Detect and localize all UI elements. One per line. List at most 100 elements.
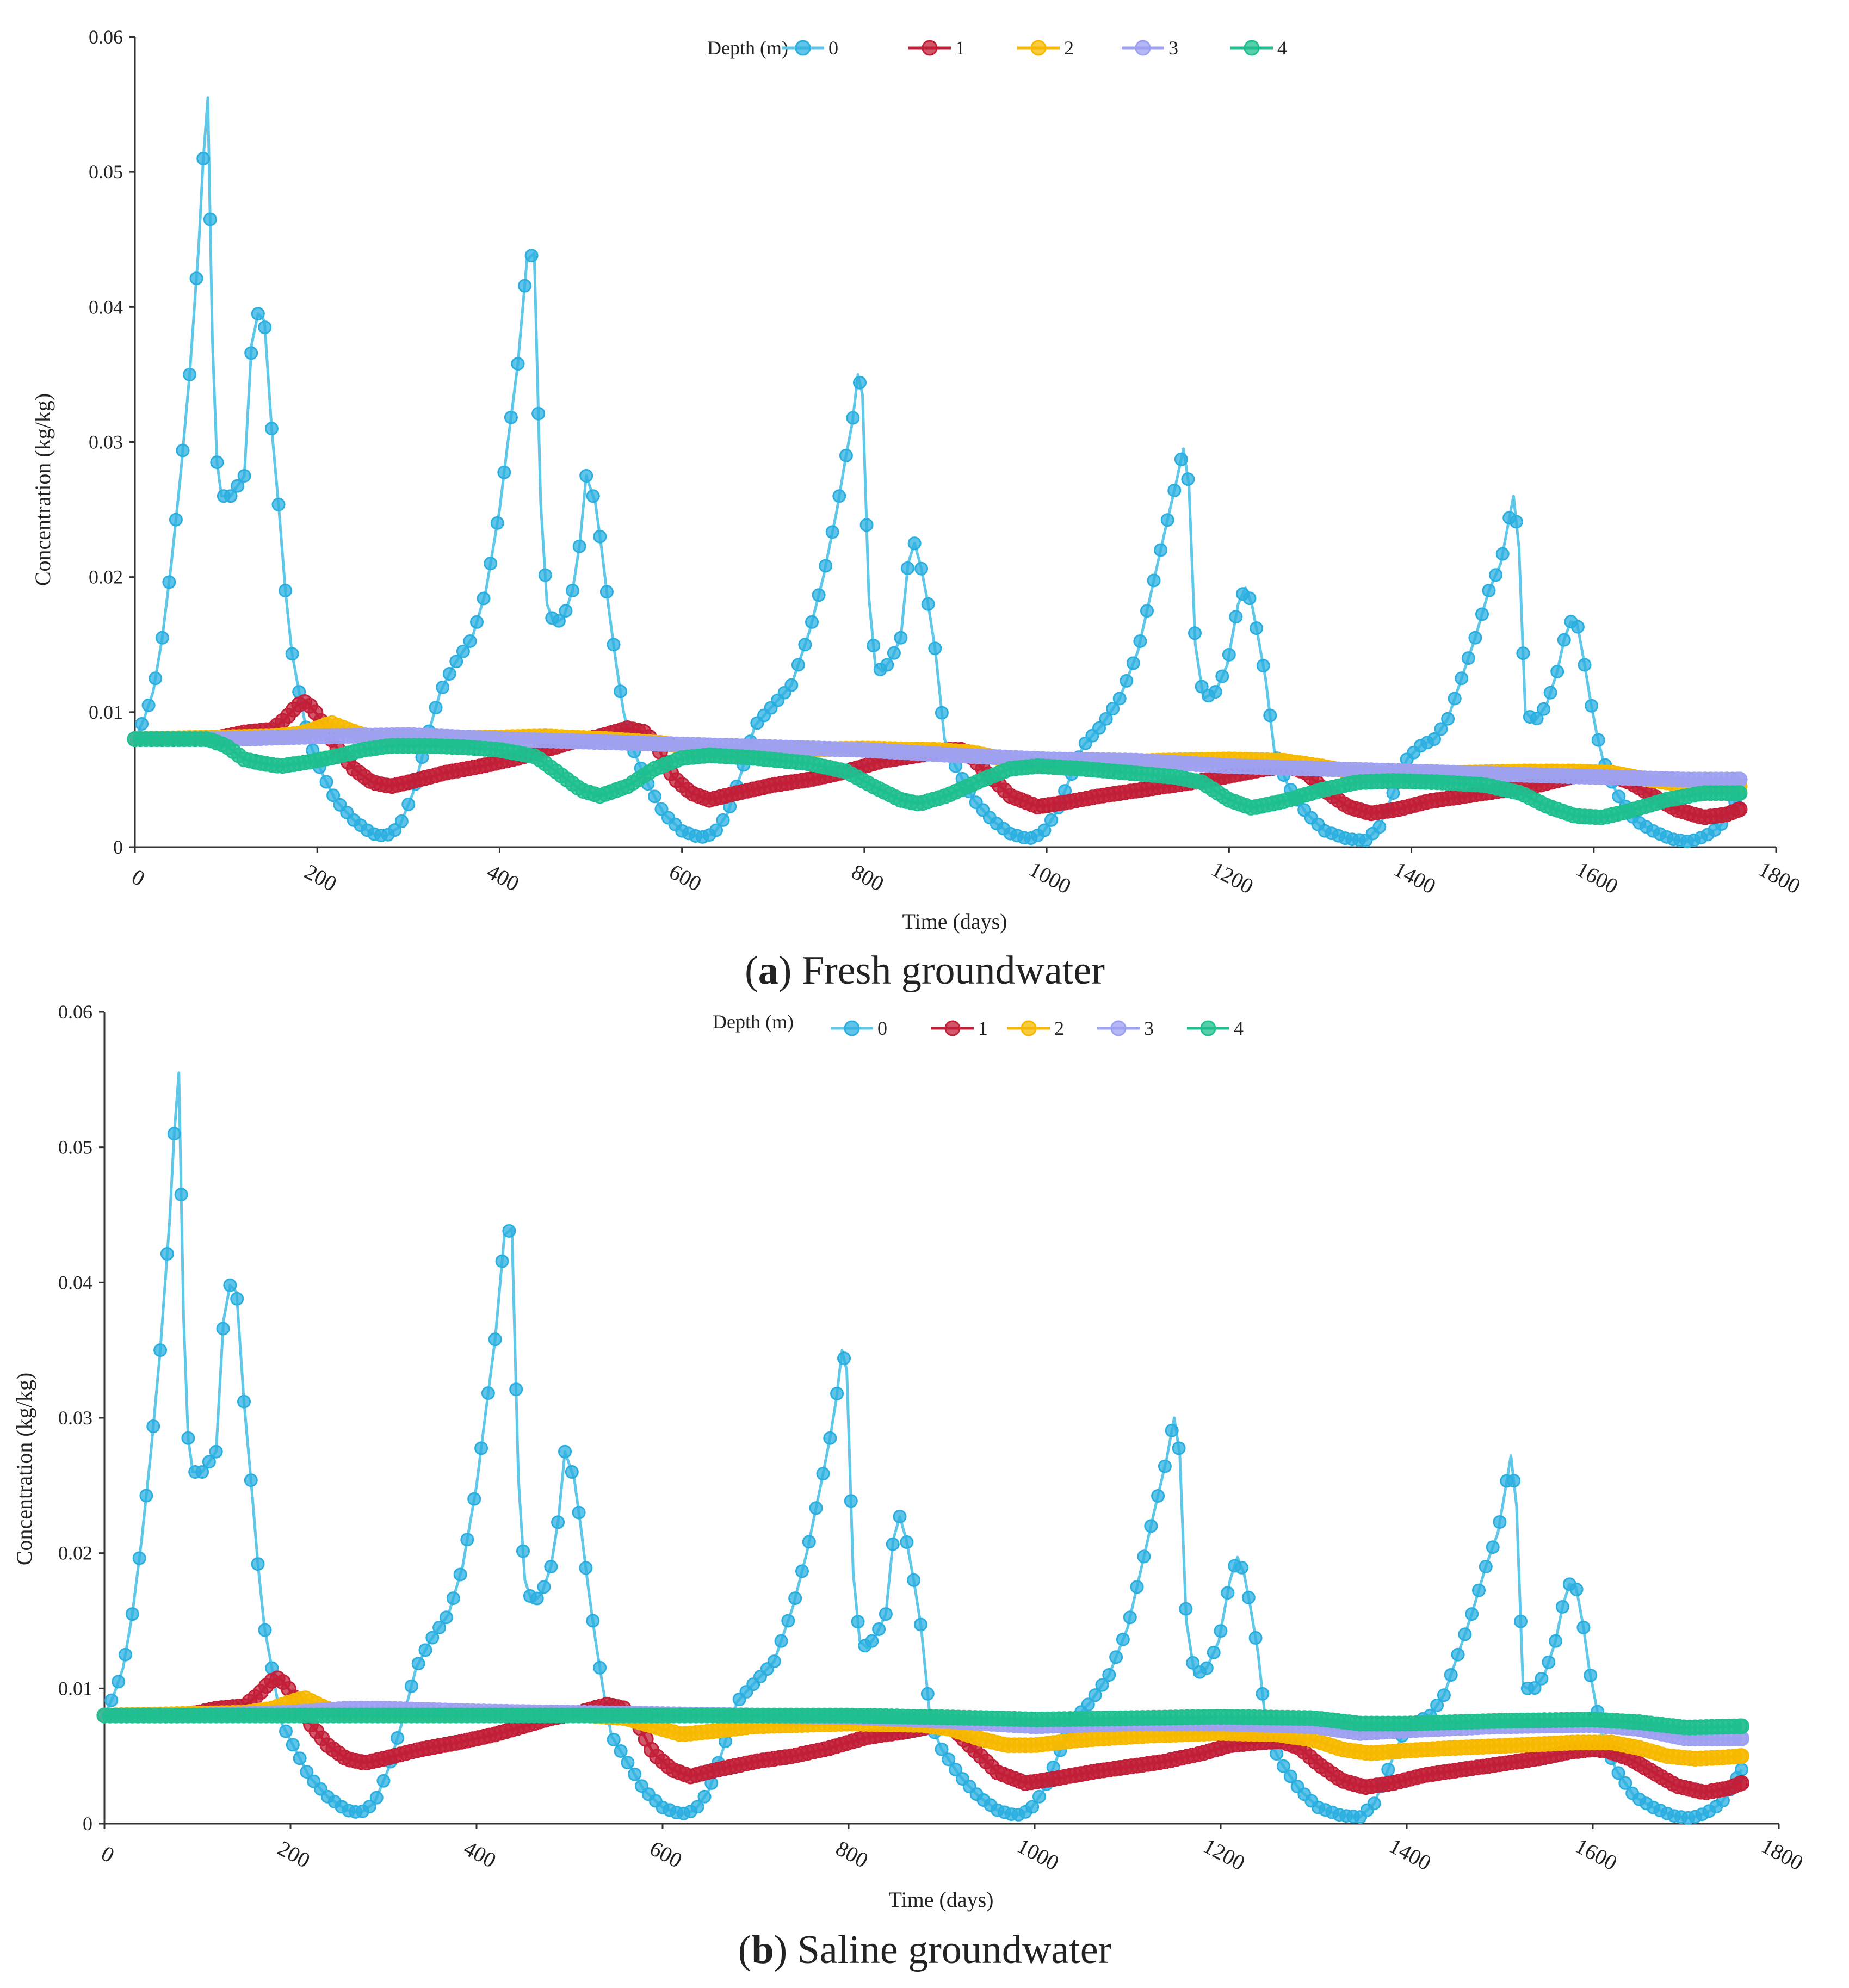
- legend-item-depth-4: 4: [1187, 1017, 1244, 1039]
- data-point: [1372, 820, 1387, 834]
- data-point: [293, 1751, 307, 1765]
- data-point: [935, 706, 949, 720]
- data-point: [160, 1247, 174, 1261]
- y-tick-label: 0.05: [58, 1137, 92, 1158]
- data-point: [509, 1382, 523, 1397]
- data-point: [1381, 1763, 1395, 1776]
- data-point: [456, 644, 470, 658]
- y-tick-label: 0.02: [58, 1542, 92, 1564]
- data-point: [894, 631, 908, 645]
- data-point: [460, 1533, 474, 1547]
- data-point: [153, 1343, 168, 1357]
- data-point: [1250, 621, 1264, 635]
- data-point: [279, 1724, 293, 1738]
- data-point: [167, 1127, 181, 1141]
- caption-text: Saline groundwater: [797, 1928, 1111, 1972]
- data-point: [1514, 1614, 1528, 1628]
- y-tick-label: 0.06: [89, 26, 123, 48]
- data-point: [1448, 692, 1462, 706]
- data-point: [586, 1614, 600, 1628]
- data-point: [839, 448, 853, 462]
- data-point: [286, 1738, 300, 1752]
- data-point: [518, 279, 531, 293]
- data-point: [837, 1351, 851, 1366]
- legend-item-depth-1: 1: [931, 1017, 988, 1039]
- data-point: [907, 1573, 921, 1587]
- y-tick-label: 0: [113, 836, 123, 858]
- data-point: [1174, 452, 1188, 466]
- data-point: [1528, 1681, 1542, 1695]
- x-tick-label: 400: [483, 859, 523, 896]
- data-point: [1158, 1459, 1172, 1473]
- data-point: [697, 1789, 712, 1804]
- data-point: [1734, 1718, 1750, 1734]
- data-point: [1495, 547, 1510, 561]
- data-point: [887, 646, 901, 660]
- plot-area: 00.010.020.030.040.050.060 200 400 600 800 10…: [89, 26, 1804, 899]
- data-point: [1611, 1766, 1625, 1780]
- data-point: [362, 1800, 376, 1813]
- data-point: [279, 584, 293, 597]
- data-point: [1188, 626, 1202, 640]
- data-point: [251, 307, 265, 321]
- data-point: [1543, 686, 1557, 700]
- data-point: [490, 516, 504, 530]
- legend-marker: [1110, 1020, 1127, 1036]
- legend-marker: [944, 1020, 961, 1036]
- y-axis-title: Concentration (kg/kg): [12, 1373, 36, 1565]
- data-point: [1735, 1763, 1749, 1776]
- data-point: [1140, 604, 1154, 618]
- data-point: [135, 717, 149, 731]
- legend-label: 1: [978, 1017, 988, 1039]
- data-point: [1123, 1610, 1137, 1625]
- data-point: [1270, 1747, 1284, 1761]
- legend-item-depth-4: 4: [1230, 37, 1287, 59]
- data-point: [404, 1679, 418, 1693]
- figure-caption-b: (b) Saline groundwater: [738, 1928, 1111, 1972]
- data-point: [1109, 1650, 1123, 1664]
- data-point: [169, 513, 183, 527]
- data-point: [1151, 1489, 1165, 1503]
- data-point: [1025, 1800, 1040, 1814]
- x-tick-label: 1000: [1013, 1833, 1063, 1875]
- data-point: [1507, 1474, 1521, 1488]
- data-point: [511, 357, 525, 371]
- data-point: [1179, 1602, 1193, 1616]
- legend-label: 4: [1234, 1017, 1244, 1039]
- y-tick-label: 0.03: [89, 431, 123, 453]
- x-tick-label: 1600: [1572, 856, 1622, 898]
- data-point: [1451, 1647, 1465, 1662]
- data-point: [1569, 1583, 1584, 1596]
- data-point: [791, 658, 805, 672]
- chart-panel-fresh-groundwater: 00.010.020.030.040.050.060 200 400 600 800 10…: [30, 26, 1804, 993]
- plot-area: 00.010.020.030.040.050.060 200 400 600 800 10…: [58, 1001, 1807, 1875]
- x-tick-label: 1600: [1571, 1833, 1621, 1875]
- legend-item-depth-0: 0: [831, 1017, 887, 1039]
- data-point: [531, 406, 546, 421]
- data-point: [1430, 1698, 1444, 1712]
- data-point: [1214, 1624, 1228, 1638]
- data-point: [1612, 789, 1626, 804]
- data-point: [593, 1660, 607, 1675]
- legend-marker: [844, 1020, 860, 1036]
- data-point: [1165, 1423, 1179, 1437]
- data-point: [886, 1537, 900, 1551]
- data-point: [1570, 620, 1585, 634]
- data-point: [1195, 680, 1209, 694]
- data-point: [1549, 1634, 1563, 1648]
- data-point: [1229, 610, 1243, 624]
- data-point: [1731, 801, 1748, 817]
- data-point: [524, 249, 539, 263]
- data-point: [504, 410, 518, 424]
- data-point: [1557, 633, 1571, 647]
- data-point: [391, 1731, 405, 1745]
- data-point: [1731, 785, 1748, 801]
- data-point: [907, 536, 922, 551]
- data-point: [183, 367, 197, 381]
- data-point: [488, 1332, 502, 1347]
- data-point: [196, 151, 211, 165]
- data-point: [481, 1386, 495, 1400]
- data-point: [176, 443, 190, 458]
- data-point: [230, 1292, 244, 1306]
- data-point: [1537, 702, 1551, 716]
